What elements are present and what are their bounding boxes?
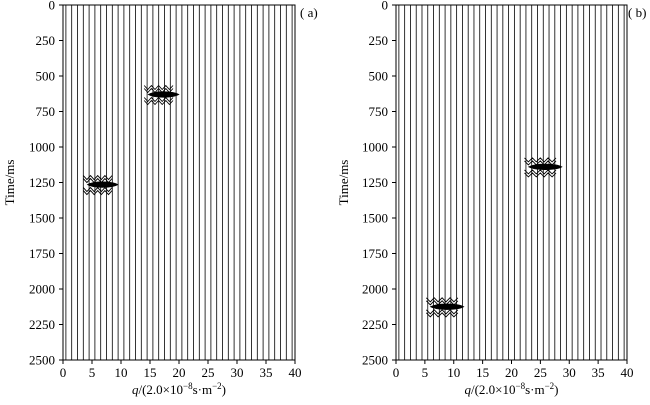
y-tick-label: 1750	[29, 246, 55, 261]
event-wavelet	[425, 297, 465, 318]
y-axis-label: Time/ms	[336, 160, 351, 206]
x-axis-label-part: /(2.0×10	[471, 382, 516, 397]
x-tick-label: 35	[260, 365, 273, 380]
seismic-traces	[398, 5, 625, 360]
wavelet-lower-ripple	[524, 172, 557, 178]
x-tick-label: 30	[563, 365, 576, 380]
wavelet-lower-ripple	[143, 99, 174, 106]
y-tick-label: 2250	[362, 317, 388, 332]
event-wavelet	[82, 174, 119, 196]
y-tick-label: 0	[49, 0, 56, 13]
x-axis-label-part: q	[132, 382, 139, 397]
x-tick-label: 20	[505, 365, 518, 380]
y-axis-label: Time/ms	[2, 160, 17, 206]
y-tick-label: 1750	[362, 246, 388, 261]
x-axis-label: q/(2.0×10−8s·m−2)	[132, 381, 226, 397]
y-tick-label: 1500	[29, 211, 55, 226]
wavelet-lower-ripple	[524, 169, 557, 175]
x-tick-label: 30	[231, 365, 244, 380]
x-axis-label-part: s·m	[525, 382, 545, 397]
y-tick-label: 2500	[29, 353, 55, 368]
wavelet-lower-ripple	[425, 312, 459, 318]
y-tick-label: 1000	[362, 140, 388, 155]
y-tick-label: 2000	[362, 282, 388, 297]
x-tick-label: 5	[89, 365, 96, 380]
x-tick-label: 15	[144, 365, 157, 380]
x-tick-label: 0	[393, 365, 400, 380]
x-axis: 0 5 10 15 20 25 30 35 40	[393, 360, 634, 380]
x-axis-label-part: −2	[545, 381, 555, 391]
y-tick-label: 250	[36, 33, 56, 48]
x-tick-label: 10	[447, 365, 460, 380]
wavelet-upper-ripple	[82, 174, 113, 181]
panel-label: ( a)	[300, 5, 318, 20]
x-tick-label: 40	[289, 365, 302, 380]
wavelet-peak	[527, 163, 563, 170]
wavelet-upper-ripple	[524, 160, 557, 166]
x-tick-label: 25	[202, 365, 215, 380]
x-tick-label: 40	[621, 365, 634, 380]
wavelet-upper-ripple	[524, 157, 557, 163]
wavelet-upper-ripple	[82, 177, 113, 184]
y-tick-label: 250	[369, 33, 389, 48]
wavelet-peak	[147, 91, 180, 98]
x-axis-label-part: )	[554, 382, 558, 397]
y-tick-label: 500	[369, 69, 389, 84]
wavelet-lower-ripple	[143, 96, 174, 103]
wavelet-lower-ripple	[425, 309, 459, 315]
wavelet-peak	[86, 181, 119, 188]
x-tick-label: 15	[476, 365, 489, 380]
x-tick-label: 20	[173, 365, 186, 380]
x-tick-label: 10	[115, 365, 128, 380]
wavelet-lower-ripple	[82, 189, 113, 196]
x-tick-label: 25	[534, 365, 547, 380]
y-tick-label: 1000	[29, 140, 55, 155]
x-axis: 0 5 10 15 20 25 30 35 40	[60, 360, 302, 380]
x-tick-label: 5	[422, 365, 429, 380]
x-axis-label-part: )	[222, 382, 226, 397]
x-axis-label-part: /(2.0×10	[138, 382, 183, 397]
y-tick-label: 750	[369, 104, 389, 119]
event-wavelet	[524, 157, 563, 178]
y-tick-label: 2500	[362, 353, 388, 368]
panel-a: 0 250 500 750 1000 1250 1500 1750 2000 2250 2500 0 5…	[2, 0, 318, 397]
x-axis-label-part: −8	[516, 381, 526, 391]
panel-b: 0 250 500 750 1000 1250 1500 1750 2000 2250 2500 0 5…	[336, 0, 646, 397]
x-axis-label-part: s·m	[193, 382, 213, 397]
wavelet-upper-ripple	[425, 297, 459, 303]
x-tick-label: 0	[60, 365, 67, 380]
y-tick-label: 0	[382, 0, 389, 13]
x-axis-label: q/(2.0×10−8s·m−2)	[464, 381, 558, 397]
y-tick-label: 750	[36, 104, 56, 119]
wavelet-upper-ripple	[143, 84, 174, 91]
wavelet-lower-ripple	[82, 186, 113, 193]
panel-label: ( b)	[628, 5, 646, 20]
y-axis: 0 250 500 750 1000 1250 1500 1750 2000 2250 2500	[29, 0, 63, 368]
y-tick-label: 500	[36, 69, 56, 84]
wavelet-peak	[429, 303, 465, 310]
y-axis: 0 250 500 750 1000 1250 1500 1750 2000 2250 2500	[362, 0, 396, 368]
x-axis-label-part: −2	[212, 381, 222, 391]
x-axis-label-part: q	[464, 382, 471, 397]
seismic-traces	[65, 5, 293, 360]
x-axis-label-part: −8	[183, 381, 193, 391]
y-tick-label: 1250	[362, 175, 388, 190]
wavelet-upper-ripple	[143, 87, 174, 94]
y-tick-label: 1500	[362, 211, 388, 226]
wavelet-upper-ripple	[425, 300, 459, 306]
y-tick-label: 1250	[29, 175, 55, 190]
y-tick-label: 2000	[29, 282, 55, 297]
x-tick-label: 35	[592, 365, 605, 380]
y-tick-label: 2250	[29, 317, 55, 332]
event-wavelet	[143, 84, 180, 106]
